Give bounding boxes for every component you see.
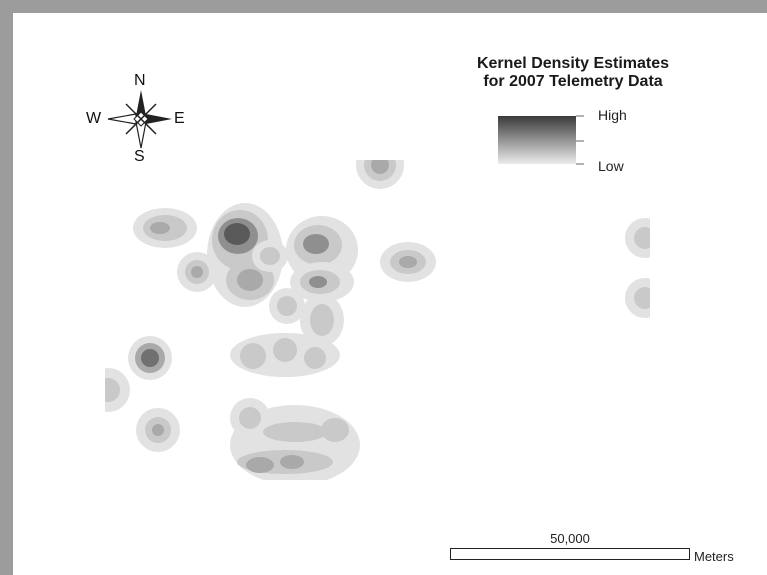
hotspot (136, 408, 180, 452)
hotspot (128, 336, 172, 380)
scale-bar-value: 50,000 (550, 531, 590, 546)
compass-south-label: S (134, 148, 145, 165)
compass-east-label: E (174, 110, 185, 127)
hotspot-cluster-central (207, 203, 288, 307)
compass-west-label: W (86, 110, 102, 127)
compass-north-label: N (134, 72, 146, 89)
map-title-line-1: Kernel Density Estimates (476, 55, 670, 72)
hotspot-cluster-south (230, 398, 360, 480)
hotspot (177, 252, 217, 292)
hotspot (356, 160, 404, 189)
hotspot (269, 288, 344, 346)
north-arrow-icon (107, 90, 172, 149)
legend-high-label: High (598, 107, 627, 123)
legend-ramp (498, 115, 584, 165)
hotspot (133, 208, 197, 248)
map-frame-left (0, 0, 13, 575)
map-frame-top (0, 0, 767, 13)
hotspot (380, 242, 436, 282)
scale-bar-unit: Meters (694, 549, 734, 564)
legend-low-label: Low (598, 158, 624, 174)
hotspot (105, 368, 130, 412)
map-title: Kernel Density Estimates for 2007 Teleme… (440, 55, 706, 91)
hotspot-cluster-middle-row (230, 333, 340, 377)
scale-bar (450, 548, 690, 560)
density-hotspots (105, 160, 650, 480)
map-title-line-2: for 2007 Telemetry Data (483, 73, 663, 90)
hotspot-cluster-east (286, 216, 358, 302)
hotspot (625, 218, 650, 318)
